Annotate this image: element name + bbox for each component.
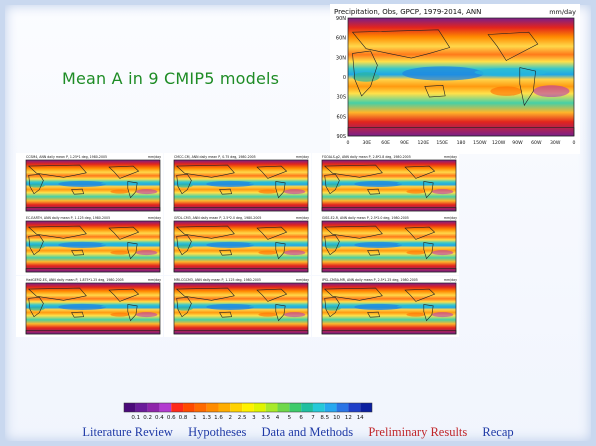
colorbar-tick-label: 3.5 (261, 415, 270, 421)
slide-headline: Mean A in 9 CMIP5 models (62, 69, 280, 88)
lon-tick-label: 90E (400, 140, 409, 146)
colorbar-swatch (230, 403, 243, 412)
lon-tick-label: 60W (531, 140, 542, 146)
colorbar-swatch (324, 403, 337, 412)
colorbar-swatch (206, 403, 219, 412)
slide-nav: Literature Review Hypotheses Data and Me… (0, 425, 596, 440)
model-map-panel: HadGEM2-ES, ANN daily mean P, 1.875*1.25… (16, 276, 163, 337)
model-map-panel: GFDL-CM3, ANN daily mean P, 2.5*2.0 deg,… (164, 214, 311, 275)
model-map-title: HadGEM2-ES, ANN daily mean P, 1.875*1.25… (26, 278, 124, 282)
model-map-panel: GISS-E2-R, ANN daily mean P, 2.5*2.0 deg… (312, 214, 459, 275)
nav-literature-review[interactable]: Literature Review (82, 425, 173, 439)
nav-preliminary-results[interactable]: Preliminary Results (368, 425, 468, 439)
colorbar-tick-label: 7 (311, 415, 315, 421)
colorbar-tick-label: 1.6 (214, 415, 223, 421)
model-map-panel: CMCC-CM, ANN daily mean P, 0.75 deg, 198… (164, 153, 311, 214)
colorbar-swatch (348, 403, 361, 412)
colorbar-swatch (289, 403, 302, 412)
lon-tick-label: 150W (473, 140, 487, 146)
lat-tick-label: 30N (336, 55, 346, 61)
lat-tick-label: 90N (336, 16, 346, 22)
model-map-units: mm/day (444, 216, 457, 220)
lon-tick-label: 120W (492, 140, 506, 146)
colorbar-swatch (336, 403, 349, 412)
colorbar-tick-label: 1.3 (202, 415, 211, 421)
colorbar-swatch (171, 403, 184, 412)
lat-tick-label: 60N (336, 36, 346, 42)
colorbar-tick-label: 0.6 (167, 415, 176, 421)
model-map-panel: IPSL-CM5A-MR, ANN daily mean P, 2.5*1.25… (312, 276, 459, 337)
lon-tick-label: 0 (573, 140, 576, 146)
model-map-units: mm/day (148, 278, 161, 282)
model-map-panel: CCSM4, ANN daily mean P, 1.25*1 deg, 198… (16, 153, 163, 214)
colorbar-tick-label: 0.4 (155, 415, 164, 421)
colorbar-tick-label: 4 (276, 415, 280, 421)
obs-map-units: mm/day (549, 8, 576, 16)
lon-tick-label: 120E (417, 140, 429, 146)
colorbar-swatch (135, 403, 148, 412)
model-map-title: CCSM4, ANN daily mean P, 1.25*1 deg, 198… (26, 155, 107, 159)
model-map-panel: FGOALS-g2, ANN daily mean P, 2.8*2.8 deg… (312, 153, 459, 214)
colorbar-tick-label: 12 (345, 415, 352, 421)
model-map-title: GISS-E2-R, ANN daily mean P, 2.5*2.0 deg… (322, 216, 409, 220)
colorbar-swatch (124, 403, 136, 412)
lon-tick-label: 30E (362, 140, 371, 146)
lat-tick-label: 0 (343, 75, 346, 81)
nav-hypotheses[interactable]: Hypotheses (188, 425, 247, 439)
lon-tick-label: 150E (436, 140, 448, 146)
lat-tick-label: 30S (336, 95, 346, 101)
colorbar-tick-label: 10 (333, 415, 340, 421)
lat-tick-label: 60S (336, 114, 346, 120)
model-map-units: mm/day (444, 278, 457, 282)
model-map-title: FGOALS-g2, ANN daily mean P, 2.8*2.8 deg… (322, 155, 411, 159)
model-map-title: CMCC-CM, ANN daily mean P, 0.75 deg, 198… (174, 155, 256, 159)
lon-tick-label: 180 (457, 140, 466, 146)
model-map-units: mm/day (148, 155, 161, 159)
colorbar-tick-label: 0.1 (131, 415, 140, 421)
colorbar: 0.1 0.2 0.4 0.6 0.8 1 1.3 1.6 2 2.5 3 3.5 4 5 6 7 8.5 10 1… (118, 402, 378, 424)
colorbar-swatch (147, 403, 160, 412)
colorbar-tick-label: 3 (252, 415, 256, 421)
nav-recap[interactable]: Recap (482, 425, 514, 439)
model-map-title: IPSL-CM5A-MR, ANN daily mean P, 2.5*1.25… (322, 278, 418, 282)
model-map-units: mm/day (296, 155, 309, 159)
colorbar-tick-label: 0.8 (179, 415, 188, 421)
lon-tick-label: 0 (347, 140, 350, 146)
colorbar-swatch (194, 403, 207, 412)
colorbar-swatch (277, 403, 290, 412)
model-map-units: mm/day (296, 278, 309, 282)
colorbar-swatch (159, 403, 172, 412)
model-map-panel: MRI-CGCM3, ANN daily mean P, 1.125 deg, … (164, 276, 311, 337)
colorbar-swatch (183, 403, 195, 412)
colorbar-tick-label: 0.2 (143, 415, 152, 421)
colorbar-tick-label: 1 (193, 415, 197, 421)
colorbar-tick-label: 14 (357, 415, 364, 421)
nav-data-and-methods[interactable]: Data and Methods (261, 425, 354, 439)
obs-map-title: Precipitation, Obs, GPCP, 1979-2014, ANN (334, 8, 481, 16)
obs-precip-map: Precipitation, Obs, GPCP, 1979-2014, ANN… (330, 4, 580, 154)
model-map-units: mm/day (444, 155, 457, 159)
colorbar-swatch (312, 403, 325, 412)
colorbar-swatch (218, 403, 231, 412)
model-map-title: GFDL-CM3, ANN daily mean P, 2.5*2.0 deg,… (174, 216, 261, 220)
colorbar-tick-label: 6 (299, 415, 303, 421)
model-map-title: EC-EARTH, ANN daily mean P, 1.125 deg, 1… (26, 216, 110, 220)
colorbar-swatch (265, 403, 278, 412)
lon-tick-label: 60E (381, 140, 390, 146)
colorbar-swatch (301, 403, 313, 412)
model-map-units: mm/day (296, 216, 309, 220)
colorbar-tick-label: 2.5 (238, 415, 247, 421)
lat-tick-label: 90S (336, 134, 346, 140)
colorbar-tick-label: 8.5 (320, 415, 329, 421)
colorbar-tick-label: 2 (229, 415, 233, 421)
model-map-units: mm/day (148, 216, 161, 220)
colorbar-swatch (242, 403, 254, 412)
lon-tick-label: 30W (550, 140, 561, 146)
colorbar-tick-label: 5 (288, 415, 292, 421)
colorbar-swatch (253, 403, 266, 412)
model-map-panel: EC-EARTH, ANN daily mean P, 1.125 deg, 1… (16, 214, 163, 275)
model-map-title: MRI-CGCM3, ANN daily mean P, 1.125 deg, … (174, 278, 261, 282)
lon-tick-label: 90W (512, 140, 523, 146)
colorbar-swatch (360, 403, 372, 412)
